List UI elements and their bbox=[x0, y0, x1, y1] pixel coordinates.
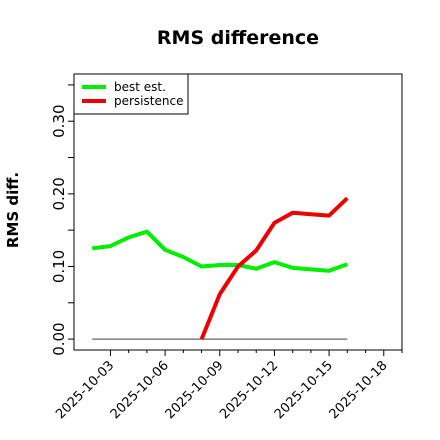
y-tick-label: 0.20 bbox=[50, 177, 68, 210]
y-tick-label: 0.30 bbox=[50, 105, 68, 138]
series-line-best-est bbox=[91, 229, 348, 273]
y-tick-label: 0.00 bbox=[50, 322, 68, 355]
chart-title: RMS difference bbox=[157, 27, 319, 49]
x-tick-label: 2025-10-18 bbox=[327, 358, 391, 422]
y-tick-label: 0.10 bbox=[50, 250, 68, 283]
series-line-persistence bbox=[199, 196, 349, 340]
x-axis: 2025-10-032025-10-062025-10-092025-10-12… bbox=[53, 350, 403, 422]
y-axis-label: RMS diff. bbox=[4, 172, 22, 248]
series-layer bbox=[91, 196, 349, 340]
legend-label: persistence bbox=[114, 94, 183, 108]
legend-label: best est. bbox=[114, 80, 166, 94]
plot-frame bbox=[73, 73, 403, 351]
legend: best est.persistence bbox=[73, 73, 189, 115]
y-axis: 0.00 0.10 0.20 0.30 bbox=[50, 84, 74, 356]
legend-box bbox=[73, 73, 189, 115]
